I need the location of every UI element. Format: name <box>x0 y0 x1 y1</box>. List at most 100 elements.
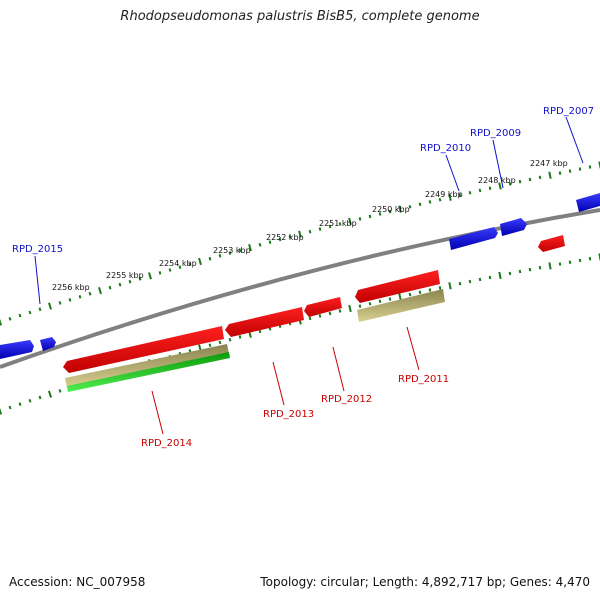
gene-label-reverse[interactable]: RPD_2011 <box>398 374 449 385</box>
tick-mark-inner <box>358 304 362 308</box>
tick-mark-inner <box>518 269 522 274</box>
tick-mark-inner <box>208 343 212 348</box>
tick-mark-outer <box>218 254 222 258</box>
tick-mark-outer <box>488 186 492 190</box>
gene-label-forward[interactable]: RPD_2009 <box>470 128 521 139</box>
gene-label-reverse[interactable]: RPD_2013 <box>263 409 314 420</box>
gene-arrow-reverse[interactable] <box>538 235 565 252</box>
gene-label-leader <box>445 154 460 192</box>
tick-mark-outer <box>448 193 452 201</box>
tick-mark-outer <box>478 188 482 193</box>
tick-mark-outer <box>568 169 572 173</box>
gene-label-forward[interactable]: RPD_2007 <box>543 106 594 117</box>
gene-label-forward[interactable]: RPD_2015 <box>12 244 63 255</box>
cds-bar-khaki[interactable] <box>65 344 229 388</box>
tick-mark-outer <box>338 222 342 226</box>
tick-mark-outer <box>28 310 32 315</box>
gene-label-leader <box>332 346 345 392</box>
tick-mark-outer <box>518 179 522 184</box>
kbp-label: 2254 kbp <box>159 259 197 268</box>
kbp-label: 2250 kbp <box>372 205 410 214</box>
tick-mark-inner <box>468 279 472 284</box>
gene-label-forward[interactable]: RPD_2010 <box>420 143 471 154</box>
tick-mark-inner <box>488 275 492 280</box>
tick-mark-inner <box>428 288 432 292</box>
gene-label-leader <box>151 390 164 435</box>
tick-mark-outer <box>348 217 352 226</box>
gene-labels: RPD_2007 RPD_2009 RPD_2010 RPD_2015 RPD_… <box>12 106 594 449</box>
tick-mark-outer <box>578 167 582 171</box>
gene-arrow-forward[interactable] <box>40 337 56 351</box>
tick-mark-inner <box>8 405 12 410</box>
gene-arrow-reverse[interactable] <box>225 307 304 337</box>
tick-mark-outer <box>408 204 412 209</box>
tick-mark-inner <box>458 281 462 286</box>
topology-summary: Topology: circular; Length: 4,892,717 bp… <box>260 575 590 589</box>
tick-mark-outer <box>18 313 22 318</box>
gene-arrow-reverse[interactable] <box>355 270 440 303</box>
tick-mark-inner <box>368 301 372 306</box>
tick-mark-outer <box>58 301 62 305</box>
tick-mark-outer <box>158 271 162 275</box>
tick-mark-inner <box>548 262 552 270</box>
gene-label-reverse[interactable]: RPD_2012 <box>321 394 372 405</box>
tick-mark-inner <box>498 271 502 280</box>
tick-mark-outer <box>368 214 372 219</box>
tick-mark-outer <box>358 217 362 221</box>
gene-arrow-forward[interactable] <box>449 227 498 250</box>
tick-mark-outer <box>508 182 512 186</box>
tick-mark-outer <box>128 279 132 284</box>
tick-mark-outer <box>198 257 202 266</box>
tick-mark-outer <box>428 200 432 204</box>
tick-mark-inner <box>38 395 42 400</box>
genome-title: Rhodopseudomonas palustris BisB5, comple… <box>120 9 480 24</box>
tick-mark-outer <box>318 227 322 231</box>
gene-label-leader <box>272 361 285 406</box>
tick-mark-outer <box>188 262 192 267</box>
gene-arrow-forward[interactable] <box>500 218 527 236</box>
tick-mark-inner <box>47 390 53 398</box>
tick-mark-outer <box>278 237 282 242</box>
kbp-label: 2256 kbp <box>52 283 90 292</box>
tick-mark-outer <box>268 240 272 244</box>
tick-mark-inner <box>308 316 312 321</box>
tick-mark-inner <box>528 267 532 272</box>
tick-mark-inner <box>558 262 562 266</box>
tick-mark-outer <box>498 182 502 190</box>
gene-label-leader <box>492 139 504 189</box>
gene-label-leader <box>34 255 41 305</box>
gene-label-reverse[interactable]: RPD_2014 <box>141 438 192 449</box>
tick-mark-outer <box>468 190 472 195</box>
accession-text: Accession: NC_007958 <box>9 575 146 589</box>
tick-mark-outer <box>178 265 182 269</box>
tick-mark-outer <box>558 171 562 175</box>
cds-bar-khaki[interactable] <box>357 289 445 322</box>
tick-mark-outer <box>108 285 112 290</box>
tick-mark-inner <box>0 407 3 415</box>
gene-label-leader <box>565 116 584 164</box>
tick-mark-inner <box>18 402 22 407</box>
tick-mark-outer <box>98 287 102 295</box>
kbp-label: 2249 kbp <box>425 190 463 199</box>
tick-mark-outer <box>438 197 442 202</box>
tick-mark-outer <box>298 230 302 238</box>
tick-mark-outer <box>38 307 42 312</box>
gene-arrow-forward[interactable] <box>0 340 34 359</box>
tick-mark-inner <box>228 337 232 342</box>
gene-arrow-reverse[interactable] <box>304 297 342 317</box>
gene-arrow-reverse[interactable] <box>63 326 224 373</box>
tick-mark-outer <box>548 171 552 179</box>
cds-bar-green[interactable] <box>67 352 230 392</box>
tick-mark-inner <box>318 314 322 318</box>
tick-mark-inner <box>448 282 452 290</box>
tick-mark-outer <box>78 294 82 299</box>
kbp-label: 2248 kbp <box>478 176 516 185</box>
kbp-scale-labels: 2247 kbp 2248 kbp 2249 kbp 2250 kbp 2251… <box>52 159 568 292</box>
tick-mark-outer <box>228 251 232 255</box>
tick-mark-inner <box>58 389 62 393</box>
tick-mark-outer <box>48 302 52 310</box>
gene-arrow-forward[interactable] <box>576 193 600 212</box>
kbp-label: 2255 kbp <box>106 271 144 280</box>
tick-mark-inner <box>538 265 542 270</box>
